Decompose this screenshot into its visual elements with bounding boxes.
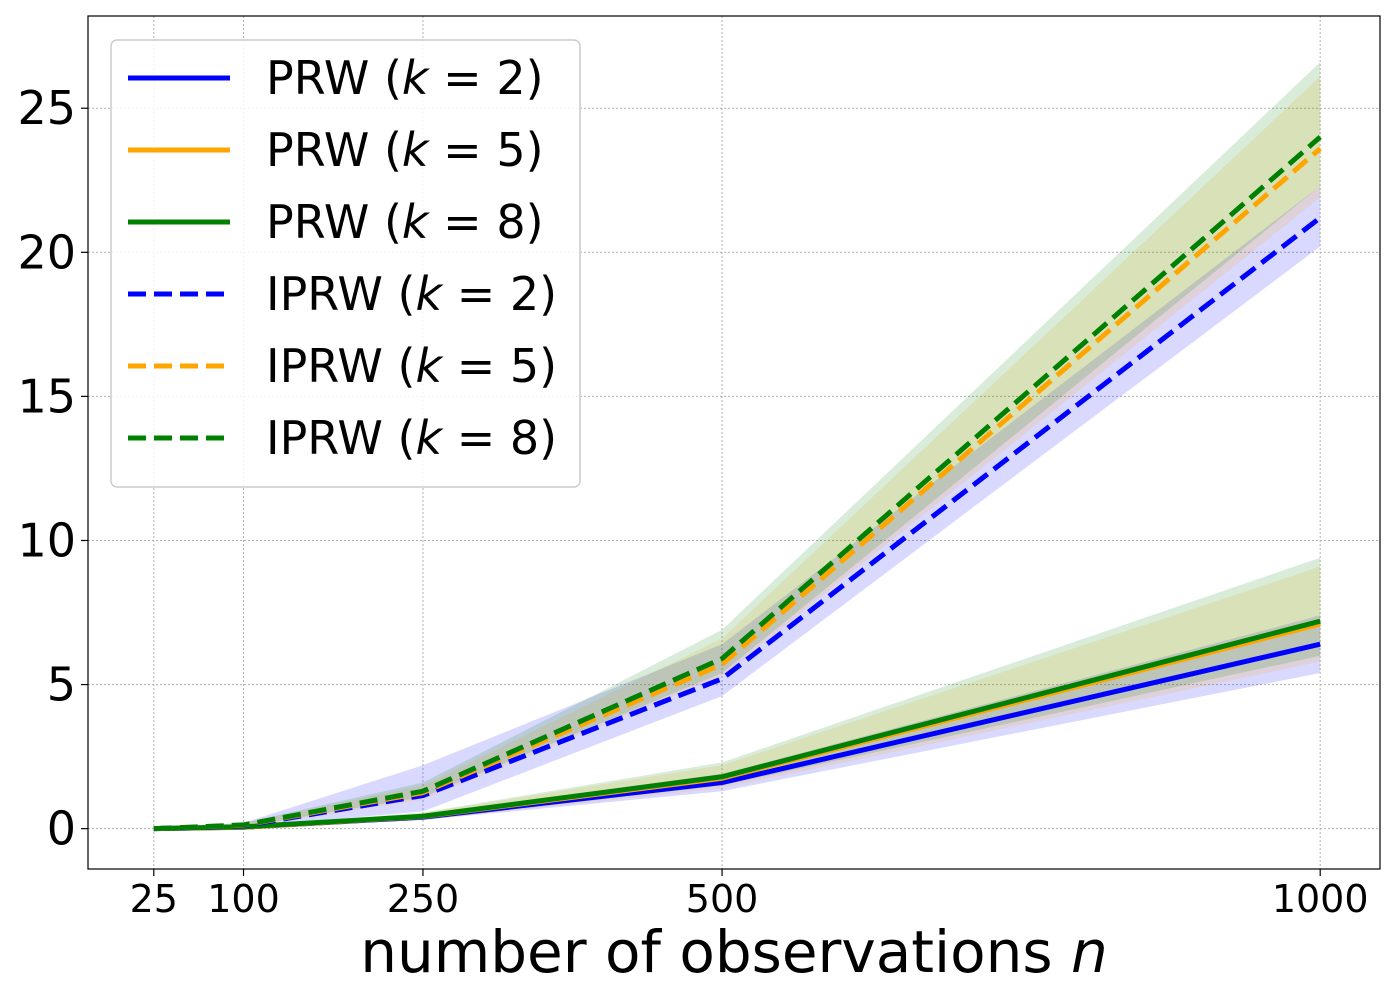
legend-label: IPRW (k = 2) <box>266 267 557 321</box>
y-tick-label: 0 <box>47 802 76 856</box>
legend-label: PRW (k = 5) <box>266 123 544 177</box>
y-tick-label: 20 <box>17 225 76 279</box>
y-tick-label: 5 <box>47 658 76 712</box>
x-tick-label: 500 <box>686 877 759 921</box>
legend-label: IPRW (k = 8) <box>266 411 557 465</box>
series-line <box>153 135 1322 832</box>
x-tick-label: 250 <box>387 877 460 921</box>
series-lines <box>153 135 1322 832</box>
y-tick-label: 10 <box>17 513 76 567</box>
legend-label: IPRW (k = 5) <box>266 339 557 393</box>
grid <box>88 16 1380 869</box>
x-tick-label: 100 <box>207 877 280 921</box>
x-tick-label: 1000 <box>1272 877 1369 921</box>
y-tick-label: 15 <box>17 369 76 423</box>
legend: PRW (k = 2) PRW (k = 5) PRW (k = 8) IPRW (k… <box>110 39 581 488</box>
y-tick-label: 25 <box>17 81 76 135</box>
legend-label: PRW (k = 8) <box>266 195 544 249</box>
x-tick-label: 25 <box>130 877 178 921</box>
x-axis: 25 100 250 500 1000 <box>130 869 1369 921</box>
y-axis: 0 5 10 15 20 25 <box>17 81 88 856</box>
confidence-band <box>153 615 1321 829</box>
legend-label: PRW (k = 2) <box>266 51 544 105</box>
plot-frame <box>87 15 1381 870</box>
x-axis-label: number of observations n <box>360 918 1108 986</box>
